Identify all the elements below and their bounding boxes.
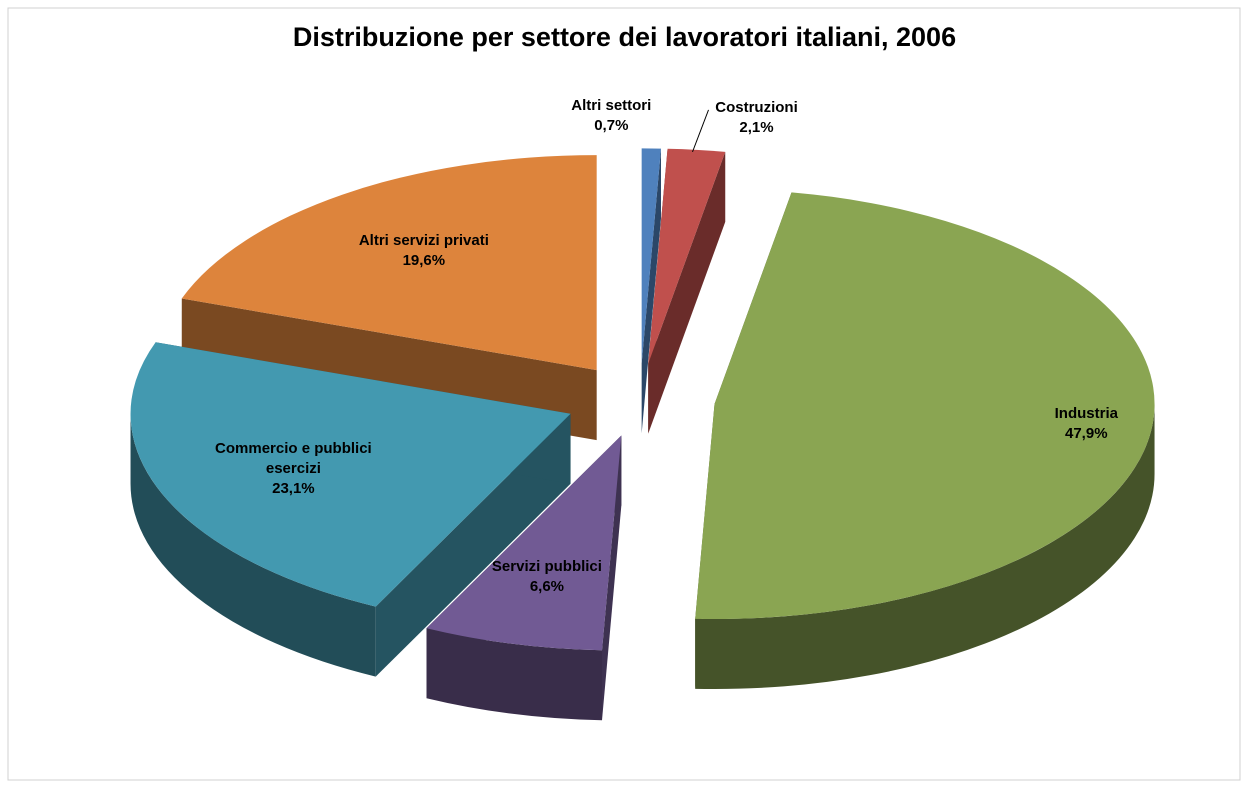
pie-slice xyxy=(695,192,1155,690)
label-value: 23,1% xyxy=(272,479,315,497)
label-value: 2,1% xyxy=(739,118,774,136)
label-value: 19,6% xyxy=(402,251,446,269)
slice-side xyxy=(641,148,661,434)
data-label: Costruzioni 2,1% xyxy=(715,98,798,138)
pie-slice xyxy=(130,342,571,677)
data-label: Industria 47,9% xyxy=(1055,404,1118,444)
label-name: Commercio e pubblici esercizi xyxy=(215,439,372,477)
label-name: Industria xyxy=(1054,405,1118,423)
label-value: 6,6% xyxy=(529,578,565,596)
slice-top xyxy=(648,148,726,364)
slice-side xyxy=(375,413,571,677)
slice-wall xyxy=(426,628,603,721)
slice-top xyxy=(426,435,622,651)
slice-side xyxy=(648,151,726,434)
slice-top xyxy=(130,342,571,607)
chart-title: Distribuzione per settore dei lavoratori… xyxy=(292,22,957,52)
data-label: Altri settori 0,7% xyxy=(571,96,651,136)
label-name: Servizi pubblici xyxy=(491,558,602,576)
pie-slice xyxy=(641,148,661,434)
label-value: 47,9% xyxy=(1065,425,1108,443)
data-label: Commercio e pubblici esercizi 23,1% xyxy=(198,439,388,499)
pie-slice xyxy=(426,435,622,721)
slice-wall xyxy=(130,413,376,677)
label-name: Altri servizi privati xyxy=(358,231,489,249)
label-name: Altri settori xyxy=(571,97,652,115)
label-value: 0,7% xyxy=(594,117,629,135)
slice-top xyxy=(695,192,1155,620)
label-name: Costruzioni xyxy=(715,98,798,116)
data-label: Altri servizi privati 19,6% xyxy=(359,231,489,271)
leader-line xyxy=(692,109,709,153)
pie-slice xyxy=(648,148,726,434)
data-label: Servizi pubblici 6,6% xyxy=(492,557,602,597)
slice-top xyxy=(641,148,661,364)
slice-top xyxy=(181,155,597,371)
slice-wall xyxy=(695,404,1155,690)
